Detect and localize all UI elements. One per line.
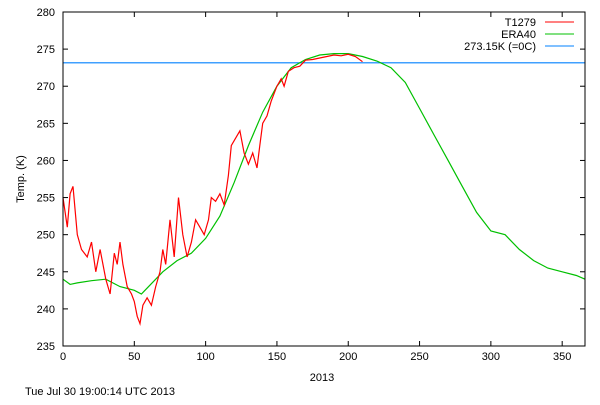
- x-axis-label: 2013: [310, 372, 334, 384]
- x-tick-label: 150: [268, 351, 286, 363]
- x-tick-label: 300: [482, 351, 500, 363]
- axis-ticks: 0 50 100 150 200 250 300 350 235 240 245 250 255 260 2…: [37, 7, 585, 363]
- y-tick-label: 255: [37, 193, 55, 205]
- series-line-1: [62, 52, 586, 295]
- y-tick-label: 245: [37, 267, 55, 279]
- timestamp: Tue Jul 30 19:00:14 UTC 2013: [25, 386, 175, 398]
- series-line-0: [62, 53, 363, 327]
- y-axis-label: Temp. (K): [15, 155, 27, 203]
- x-tick-label: 250: [410, 351, 428, 363]
- y-tick-label: 265: [37, 118, 55, 130]
- y-tick-label: 235: [37, 341, 55, 353]
- series-layer: [62, 52, 586, 327]
- x-tick-label: 350: [553, 351, 571, 363]
- y-tick-label: 250: [37, 230, 55, 242]
- y-tick-label: 275: [37, 44, 55, 56]
- legend-label: 273.15K (=0C): [464, 41, 536, 53]
- x-tick-label: 100: [196, 351, 214, 363]
- y-tick-label: 280: [37, 7, 55, 19]
- legend-label: ERA40: [501, 29, 536, 41]
- x-tick-label: 0: [60, 351, 66, 363]
- x-tick-label: 200: [339, 351, 357, 363]
- y-tick-label: 270: [37, 81, 55, 93]
- y-tick-label: 240: [37, 304, 55, 316]
- plot-frame: [62, 11, 586, 347]
- y-tick-label: 260: [37, 155, 55, 167]
- legend-label: T1279: [505, 17, 536, 29]
- x-tick-label: 50: [128, 351, 140, 363]
